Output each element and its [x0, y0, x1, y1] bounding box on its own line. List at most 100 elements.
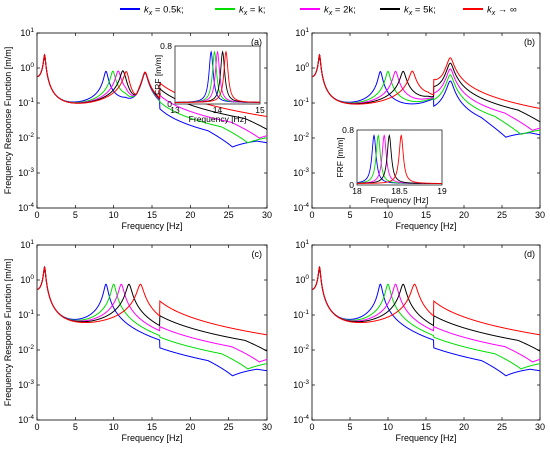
series-line [312, 53, 541, 138]
subplot-a: 0 5 10 15 20 25 30 10-4 10-3 10-2 10-1 100 101 Freque… [3, 27, 272, 231]
x-tick-label: 0 [309, 210, 314, 220]
x-axis-label: Frequency [Hz] [121, 433, 182, 443]
x-tick-label: 20 [459, 210, 469, 220]
x-tick-label: 30 [535, 422, 545, 432]
y-tick-label: 101 [20, 27, 34, 38]
x-tick-label: 20 [185, 422, 195, 432]
series-line [37, 265, 268, 377]
legend-label: kx = 5k; [404, 5, 436, 18]
subplot-d: 0 5 10 15 20 25 30 10-4 10-3 10-2 10-1 100 101 Freque… [293, 239, 545, 443]
inset-x-tick-label: 13 [170, 105, 180, 115]
inset-y-tick-label: 0 [349, 180, 354, 190]
x-tick-label: 25 [497, 422, 507, 432]
series-line [37, 265, 268, 336]
x-tick-label: 30 [535, 210, 545, 220]
series-line [312, 53, 541, 109]
x-tick-label: 25 [497, 210, 507, 220]
x-tick-label: 25 [224, 422, 234, 432]
subplot-b: 0 5 10 15 20 25 30 10-4 10-3 10-2 10-1 100 101 Freque… [293, 27, 545, 231]
x-tick-label: 0 [34, 422, 39, 432]
series-line [312, 265, 541, 336]
inset-series-line [175, 50, 261, 103]
x-tick-label: 15 [147, 210, 157, 220]
panel-label: (c) [252, 249, 263, 259]
inset-area [356, 129, 443, 186]
y-tick-label: 10-4 [293, 414, 309, 425]
y-tick-label: 10-1 [293, 97, 309, 108]
x-tick-label: 20 [185, 210, 195, 220]
x-tick-label: 10 [383, 422, 393, 432]
y-tick-label: 10-2 [18, 344, 34, 355]
series-line [312, 265, 541, 377]
inset-y-label: FRF [m/m] [153, 55, 163, 95]
y-tick-label: 101 [295, 239, 309, 250]
inset: 18 18.5 19 0 0.8 Frequency [Hz] FRF [m/m] [335, 125, 447, 205]
y-tick-label: 10-2 [293, 132, 309, 143]
x-axis-label: Frequency [Hz] [395, 433, 456, 443]
inset-area [174, 45, 261, 105]
y-tick-label: 10-2 [18, 132, 34, 143]
x-tick-label: 0 [309, 422, 314, 432]
y-tick-label: 100 [295, 274, 309, 285]
subplot-c: 0 5 10 15 20 25 30 10-4 10-3 10-2 10-1 100 101 Freque… [3, 239, 272, 443]
x-axis-label: Frequency [Hz] [395, 221, 456, 231]
inset-x-label: Frequency [Hz] [189, 114, 247, 124]
y-tick-label: 10-4 [293, 202, 309, 213]
legend-label: kx = 0.5k; [144, 5, 184, 18]
y-axis-label: Frequency Response Function [m/m] [3, 47, 13, 195]
inset: 13 14 15 0 0.8 Frequency [Hz] FRF [m/m] [153, 41, 265, 124]
y-tick-label: 10-3 [293, 379, 309, 390]
y-tick-label: 101 [20, 239, 34, 250]
x-tick-label: 10 [109, 210, 119, 220]
x-tick-label: 5 [347, 422, 352, 432]
inset-x-label: Frequency [Hz] [371, 195, 429, 205]
y-tick-label: 100 [295, 62, 309, 73]
y-tick-label: 10-1 [18, 309, 34, 320]
inset-series-line [356, 134, 443, 184]
x-axis-label: Frequency [Hz] [121, 221, 182, 231]
y-tick-label: 100 [20, 274, 34, 285]
x-tick-label: 15 [421, 210, 431, 220]
inset-y-label: FRF [m/m] [335, 137, 345, 177]
y-tick-label: 10-2 [293, 344, 309, 355]
series-line [312, 265, 541, 370]
legend: kx = 0.5k; kx = k; kx = 2k; kx = 5k; kx → ∞ [120, 5, 517, 18]
y-tick-label: 101 [295, 27, 309, 38]
y-tick-label: 10-4 [18, 414, 34, 425]
x-tick-label: 30 [262, 210, 272, 220]
inset-x-tick-label: 19 [437, 186, 447, 196]
x-tick-label: 15 [147, 422, 157, 432]
legend-label: kx = k; [239, 5, 265, 18]
x-tick-label: 10 [383, 210, 393, 220]
x-tick-label: 20 [459, 422, 469, 432]
y-tick-label: 10-3 [18, 379, 34, 390]
legend-label: kx → ∞ [487, 5, 517, 18]
y-axis-label: Frequency Response Function [m/m] [3, 259, 13, 407]
inset-y-tick-label: 0.8 [342, 125, 354, 135]
x-tick-label: 30 [262, 422, 272, 432]
x-tick-label: 10 [109, 422, 119, 432]
y-tick-label: 10-1 [18, 97, 34, 108]
legend-label: kx = 2k; [324, 5, 356, 18]
x-tick-label: 5 [73, 422, 78, 432]
x-tick-label: 25 [224, 210, 234, 220]
series-line [37, 265, 268, 370]
panel-label: (d) [524, 249, 535, 259]
panel-label: (a) [251, 37, 262, 47]
y-tick-label: 100 [20, 62, 34, 73]
inset-x-tick-label: 18.5 [391, 186, 408, 196]
x-tick-label: 5 [73, 210, 78, 220]
x-tick-label: 5 [347, 210, 352, 220]
inset-x-tick-label: 14 [213, 105, 223, 115]
y-tick-label: 10-1 [293, 309, 309, 320]
y-tick-label: 10-3 [18, 167, 34, 178]
y-tick-label: 10-4 [18, 202, 34, 213]
inset-y-tick-label: 0 [167, 99, 172, 109]
inset-x-tick-label: 15 [255, 105, 265, 115]
x-tick-label: 15 [421, 422, 431, 432]
panel-label: (b) [524, 37, 535, 47]
x-tick-label: 0 [34, 210, 39, 220]
inset-y-tick-label: 0.8 [160, 41, 172, 51]
y-tick-label: 10-3 [293, 167, 309, 178]
